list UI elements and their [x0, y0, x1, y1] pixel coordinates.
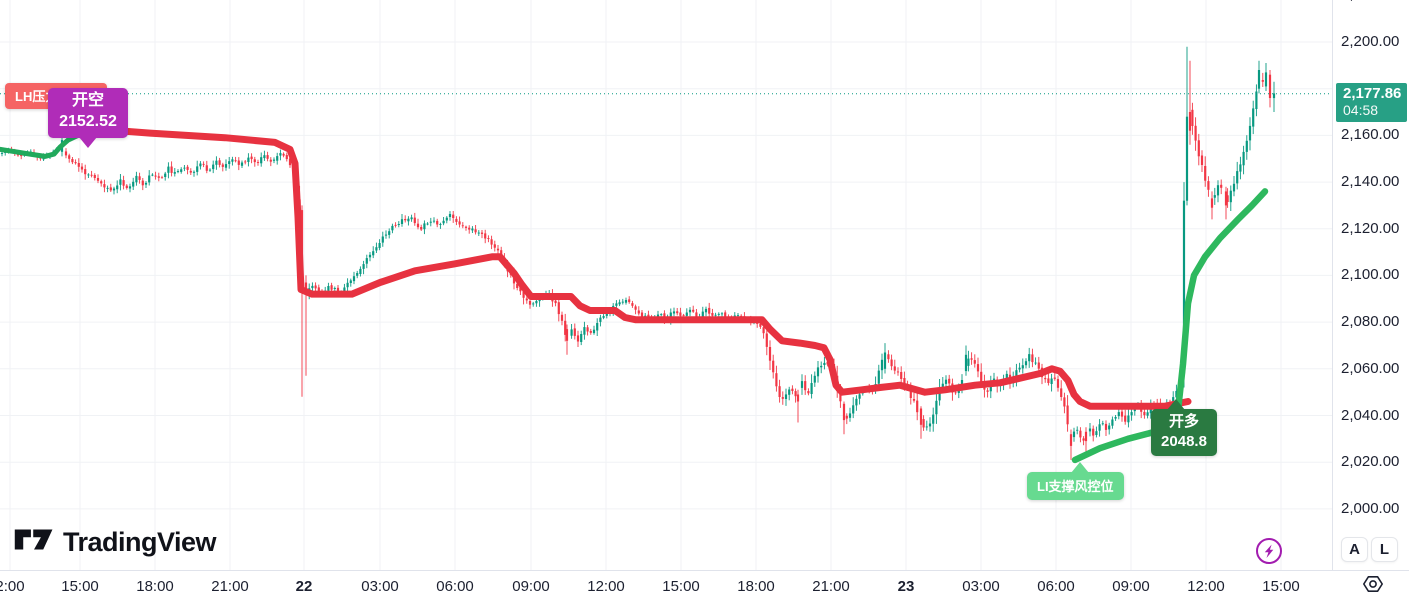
time-tick-label: 06:00: [1037, 578, 1075, 595]
chart-area: LH压力风控位 开空 2152.52 开多 2048.8 LI支撑风控位 Tra…: [0, 0, 1332, 570]
time-tick-label: 09:00: [1112, 578, 1150, 595]
overlay-lines-layer: [0, 124, 1269, 464]
time-tick-label: 18:00: [136, 578, 174, 595]
time-tick-label: 18:00: [737, 578, 775, 595]
price-tick-label: 2,060.00: [1341, 359, 1400, 377]
time-tick-label: 03:00: [361, 578, 399, 595]
time-tick-label: 15:00: [61, 578, 99, 595]
auto-scale-button[interactable]: A: [1341, 537, 1368, 562]
time-tick-label: 22: [295, 578, 313, 595]
time-tick-label: 03:00: [962, 578, 1000, 595]
grid-layer: [0, 0, 1332, 570]
price-tick-label: 2,000.00: [1341, 499, 1400, 517]
time-axis[interactable]: 2:00 15:00 18:00 21:00 22 03:00 06:00 09:00 12:0…: [0, 570, 1409, 600]
time-tick-label: 12:00: [1187, 578, 1225, 595]
chart-canvas[interactable]: [0, 0, 1332, 570]
log-scale-button[interactable]: L: [1371, 537, 1398, 562]
price-tick-label: 2,160.00: [1341, 126, 1400, 144]
label-pointer: [1167, 399, 1185, 410]
time-tick-label: 15:00: [1262, 578, 1300, 595]
price-tick-label: 2,220.00: [1341, 0, 1399, 3]
hexagon-settings-icon[interactable]: [1361, 572, 1385, 596]
price-tick-label: 2,140.00: [1341, 173, 1400, 191]
price-tick-label: 2,040.00: [1341, 406, 1400, 424]
last-price-badge[interactable]: 2,177.86 04:58: [1336, 82, 1407, 122]
open-long-price: 2048.8: [1161, 432, 1207, 450]
time-tick-label: 21:00: [211, 578, 249, 595]
price-axis[interactable]: 2,177.86 04:58 2,220.002,200.002,180.002…: [1332, 0, 1409, 570]
price-tick-label: 2,120.00: [1341, 219, 1400, 237]
time-tick-label: 23: [897, 578, 915, 595]
support-level-label[interactable]: LI支撑风控位: [1027, 462, 1124, 500]
time-tick-label: 09:00: [512, 578, 550, 595]
open-long-label[interactable]: 开多 2048.8: [1151, 399, 1217, 456]
bar-countdown: 04:58: [1343, 102, 1379, 119]
open-long-action: 开多: [1168, 413, 1199, 430]
tradingview-logo[interactable]: TradingView: [14, 526, 217, 558]
price-tick-label: 2,020.00: [1341, 453, 1400, 471]
time-tick-label: 06:00: [436, 578, 474, 595]
candles-layer: [0, 46, 1276, 460]
price-tick-label: 2,080.00: [1341, 313, 1400, 331]
time-tick-label: 21:00: [812, 578, 850, 595]
open-short-price: 2152.52: [59, 112, 117, 130]
open-short-label[interactable]: 开空 2152.52: [48, 88, 128, 148]
price-tick-label: 2,200.00: [1341, 33, 1400, 51]
lightning-icon[interactable]: [1254, 536, 1284, 566]
tradingview-logo-mark-icon: [14, 526, 54, 558]
label-pointer: [79, 136, 97, 148]
time-tick-label: 15:00: [662, 578, 700, 595]
time-tick-label: 2:00: [0, 578, 25, 595]
time-tick-label: 12:00: [587, 578, 625, 595]
tradingview-wordmark: TradingView: [63, 526, 217, 557]
label-pointer: [1071, 462, 1089, 473]
last-price-value: 2,177.86: [1343, 84, 1402, 102]
open-short-action: 开空: [71, 92, 104, 109]
price-tick-label: 2,100.00: [1341, 266, 1400, 284]
